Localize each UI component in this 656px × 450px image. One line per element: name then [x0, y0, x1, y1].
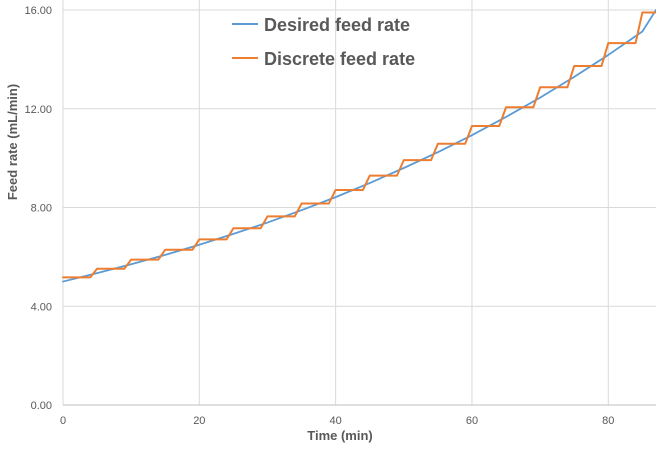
x-axis-title: Time (min)	[307, 428, 373, 443]
y-axis-title: Feed rate (mL/min)	[5, 84, 20, 200]
y-tick-label: 8.00	[31, 203, 52, 215]
x-tick-label: 40	[330, 415, 342, 427]
x-tick-label: 20	[193, 415, 205, 427]
series-line-discrete-feed-rate	[62, 11, 656, 279]
series-lines	[62, 9, 656, 283]
legend: Desired feed rate Discrete feed rate	[232, 15, 415, 69]
x-tick-label: 0	[60, 415, 66, 427]
axes: 0.00 4.00 8.00 12.00 16.00 0 20 40 60 80	[24, 0, 656, 427]
y-tick-label: 4.00	[31, 301, 52, 313]
y-tick-label: 12.00	[24, 104, 52, 116]
series-line-desired-feed-rate	[62, 9, 656, 283]
x-tick-label: 80	[602, 415, 614, 427]
y-tick-label: 0.00	[31, 400, 52, 412]
legend-label: Discrete feed rate	[264, 49, 415, 69]
gridlines	[63, 0, 656, 405]
x-tick-label: 60	[466, 415, 478, 427]
legend-label: Desired feed rate	[264, 15, 410, 35]
y-tick-label: 16.00	[24, 5, 52, 17]
